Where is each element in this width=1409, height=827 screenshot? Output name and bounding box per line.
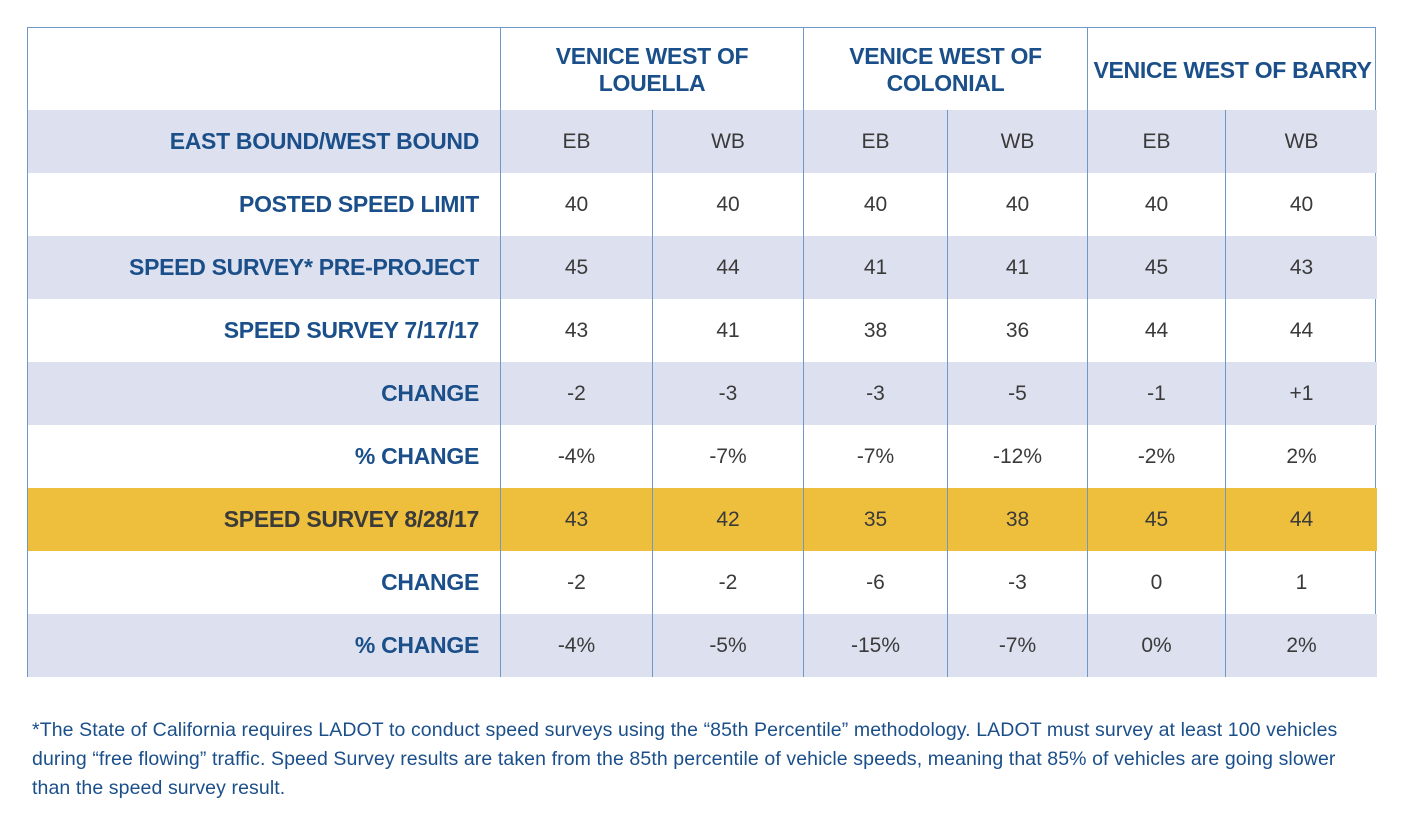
table-cell: 40 (804, 173, 948, 236)
table-cell: 38 (804, 299, 948, 362)
table-cell: 40 (1088, 173, 1226, 236)
table-cell: 2% (1286, 444, 1317, 468)
row-label: SPEED SURVEY* PRE-PROJECT (28, 236, 501, 299)
table-cell: 45 (501, 236, 653, 299)
table-cell: -6 (804, 551, 948, 614)
table-cell: EB (501, 110, 653, 173)
table-cell: -7% (653, 425, 804, 488)
table-cell: 44 (1289, 318, 1314, 342)
table-cell: 36 (948, 299, 1088, 362)
table-cell: 35 (804, 488, 948, 551)
row-label: % CHANGE (28, 614, 501, 677)
table-cell: 1 (1295, 570, 1308, 594)
table-cell: 0% (1088, 614, 1226, 677)
speed-survey-table: VENICE WEST OF LOUELLA VENICE WEST OF CO… (27, 27, 1377, 677)
table-cell: EB (1088, 110, 1226, 173)
table-cell: 2% (1226, 614, 1377, 677)
table-cell: 41 (804, 236, 948, 299)
table-cell: -2 (501, 551, 653, 614)
table-cell: 41 (653, 299, 804, 362)
footnote: *The State of California requires LADOT … (32, 719, 1338, 799)
table-cell: 43 (1226, 236, 1377, 299)
table-cell: WB (1226, 110, 1377, 173)
table-cell: -5% (653, 614, 804, 677)
table-cell: 45 (1088, 236, 1226, 299)
table-cell: 41 (948, 236, 1088, 299)
table-cell: -2 (501, 362, 653, 425)
table-cell: -2 (653, 551, 804, 614)
table-cell: -5 (948, 362, 1088, 425)
group-header-colonial: VENICE WEST OF COLONIAL (804, 28, 1088, 110)
table-cell: -4% (501, 425, 653, 488)
table-cell: WB (653, 110, 804, 173)
table-cell: EB (804, 110, 948, 173)
table-cell: WB (948, 110, 1088, 173)
table-cell: 40 (948, 173, 1088, 236)
table-cell: +1 (1226, 362, 1377, 425)
table-cell: -3 (804, 362, 948, 425)
table-cell: 40 (501, 173, 653, 236)
table-cell: 44 (653, 236, 804, 299)
table-cell: -15% (804, 614, 948, 677)
table-cell: -2% (1088, 425, 1226, 488)
table-cell: 42 (653, 488, 804, 551)
table-cell: 44 (1088, 299, 1226, 362)
table-cell: -3 (948, 551, 1088, 614)
row-label: POSTED SPEED LIMIT (28, 173, 501, 236)
group-header-louella: VENICE WEST OF LOUELLA (501, 28, 804, 110)
table-cell: -7% (948, 614, 1088, 677)
table-cell: 40 (653, 173, 804, 236)
row-label: CHANGE (28, 551, 501, 614)
table-cell: 38 (948, 488, 1088, 551)
table-cell: 43 (501, 299, 653, 362)
table-cell: -7% (804, 425, 948, 488)
table-cell: -3 (653, 362, 804, 425)
table-cell: -1 (1088, 362, 1226, 425)
row-label: SPEED SURVEY 7/17/17 (28, 299, 501, 362)
table-cell: 0 (1088, 551, 1226, 614)
table-cell: 45 (1088, 488, 1226, 551)
row-label: EAST BOUND/WEST BOUND (28, 110, 501, 173)
table-cell: -4% (501, 614, 653, 677)
table-cell: 43 (501, 488, 653, 551)
table-cell: 40 (1289, 192, 1314, 216)
corner-cell (28, 28, 501, 110)
row-label: % CHANGE (28, 425, 501, 488)
table-cell: -12% (948, 425, 1088, 488)
group-header-barry: VENICE WEST OF BARRY (1093, 56, 1372, 83)
table-cell: 44 (1226, 488, 1377, 551)
row-label: CHANGE (28, 362, 501, 425)
row-label: SPEED SURVEY 8/28/17 (28, 488, 501, 551)
